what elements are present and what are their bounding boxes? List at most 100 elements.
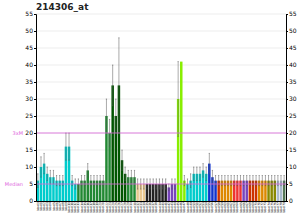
reference-lines [36,133,286,184]
grid [36,14,286,201]
y-tick-label: 20 [25,129,33,136]
y2-tick-mark [286,82,288,83]
y2-tick: 20 [286,129,297,136]
error-bar [68,133,69,160]
x-tick-label: label79 [282,202,286,213]
reference-line [36,133,286,134]
error-bar [43,153,44,173]
y2-tick: 0 [286,197,293,204]
error-bar [121,150,122,170]
y2-tick: 30 [286,95,297,102]
reference-line [36,184,286,185]
grid-line [36,116,286,117]
y-axis-line [34,15,37,202]
plot-area [36,38,286,201]
y2-tick-mark [286,48,288,49]
y-axis: 0510152025303540455055 [25,10,36,204]
y2-tick-mark [286,184,288,185]
y-tick-mark [34,133,36,134]
error-bar [212,170,213,184]
y-tick-label: 10 [25,163,33,170]
y2-tick-mark [286,133,288,134]
y2-tick-label: 50 [289,27,297,34]
y2-tick-mark [286,150,288,151]
y-tick-label: 25 [25,112,33,119]
y-tick-mark [34,48,36,49]
grid-line [36,65,286,66]
y-tick-mark [34,99,36,100]
y2-tick-label: 0 [289,197,293,204]
grid-line [36,201,286,202]
y2-axis: 0 5 10 15 20 25 30 35 40 45 50 55 [286,10,297,204]
y-tick-label: 30 [25,95,33,102]
y-tick: 25 [25,112,36,119]
error-bar [202,164,203,178]
y-tick-label: 15 [25,146,33,153]
y-tick: 10 [25,163,36,170]
y2-tick-label: 55 [289,10,297,17]
error-bar [115,99,116,133]
y-tick-label: 55 [25,10,33,17]
grid-line [36,82,286,83]
error-bar [87,164,88,178]
error-bar [125,167,126,181]
y-tick: 40 [25,61,36,68]
y-tick: 0 [29,197,36,204]
y2-tick: 25 [286,112,297,119]
error-bar [134,170,135,184]
y2-tick-mark [286,116,288,117]
error-bar [193,167,194,181]
y-tick-label: 50 [25,27,33,34]
y-tick: 55 [25,10,36,17]
bars [37,62,286,201]
error-bar [112,65,113,106]
x-tick: label79 [282,202,286,213]
error-bar [206,167,207,181]
y2-tick-mark [286,201,288,202]
y-tick-mark [34,184,36,185]
y2-tick-label: 40 [289,61,297,68]
y-tick-mark [34,167,36,168]
error-bar [106,99,107,133]
y-tick-mark [34,14,36,15]
error-bar [128,170,129,184]
y-tick-mark [34,82,36,83]
error-bar [131,170,132,184]
grid-line [36,167,286,168]
reference-label: 3xM [13,130,23,136]
error-bars [37,38,285,191]
grid-line [36,14,286,15]
y2-tick: 10 [286,163,297,170]
y2-tick-mark [286,14,288,15]
y2-tick: 5 [286,180,293,187]
bar [180,62,182,201]
grid-line [36,31,286,32]
error-bar [209,153,210,173]
x-axis: label0label1label2label3label4label5labe… [36,202,287,214]
y2-tick-label: 45 [289,44,297,51]
error-bar [53,170,54,184]
error-bar [47,167,48,181]
y2-tick-label: 5 [289,180,293,187]
y2-tick-mark [286,167,288,168]
error-bar [196,167,197,181]
y2-tick: 50 [286,27,297,34]
y2-tick-label: 15 [289,146,297,153]
y-tick-label: 35 [25,78,33,85]
chart: label0label1label2label3label4label5labe… [0,0,300,217]
error-bar [199,167,200,181]
grid-line [36,48,286,49]
y-tick-label: 45 [25,44,33,51]
y2-tick-label: 35 [289,78,297,85]
y2-tick: 40 [286,61,297,68]
y-tick: 15 [25,146,36,153]
grid-line [36,150,286,151]
error-bar [118,38,119,133]
y-tick: 45 [25,44,36,51]
y2-tick-label: 25 [289,112,297,119]
reference-label: Median [5,181,23,187]
y-tick-mark [34,31,36,32]
y-tick-mark [34,201,36,202]
y2-axis-line [287,15,289,202]
y2-tick: 35 [286,78,297,85]
